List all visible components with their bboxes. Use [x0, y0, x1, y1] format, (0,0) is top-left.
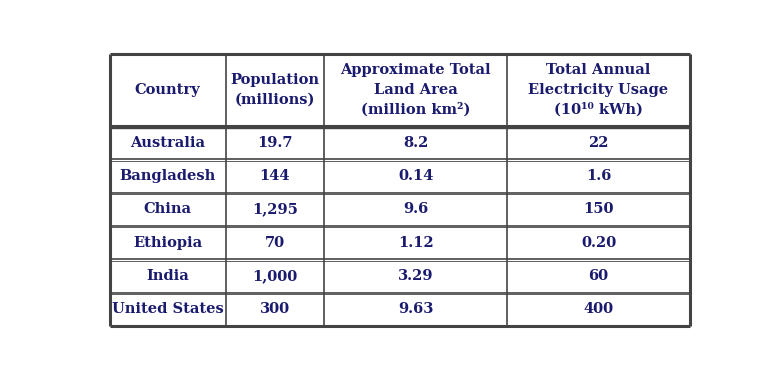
- Text: 8.2: 8.2: [403, 136, 428, 150]
- Text: 70: 70: [265, 236, 285, 250]
- Text: 144: 144: [260, 169, 290, 183]
- Text: 1,000: 1,000: [253, 269, 298, 283]
- Text: 1.12: 1.12: [398, 236, 434, 250]
- Text: 300: 300: [260, 302, 290, 316]
- Text: 9.6: 9.6: [403, 202, 428, 217]
- Text: 1.6: 1.6: [586, 169, 612, 183]
- Text: (10¹⁰ kWh): (10¹⁰ kWh): [554, 103, 643, 117]
- Text: 60: 60: [588, 269, 608, 283]
- Text: Total Annual: Total Annual: [546, 63, 651, 77]
- Text: Approximate Total: Approximate Total: [340, 63, 491, 77]
- Text: 400: 400: [583, 302, 614, 316]
- Text: 0.14: 0.14: [398, 169, 434, 183]
- Text: India: India: [146, 269, 189, 283]
- Text: Ethiopia: Ethiopia: [133, 236, 202, 250]
- Text: 0.20: 0.20: [581, 236, 616, 250]
- Text: Bangladesh: Bangladesh: [119, 169, 216, 183]
- Text: United States: United States: [112, 302, 224, 316]
- Text: Land Area: Land Area: [374, 83, 458, 97]
- Text: (million km²): (million km²): [361, 103, 470, 117]
- Text: (millions): (millions): [235, 93, 315, 107]
- Text: 150: 150: [583, 202, 614, 217]
- Text: Australia: Australia: [130, 136, 205, 150]
- Text: 19.7: 19.7: [257, 136, 292, 150]
- Text: 3.29: 3.29: [398, 269, 434, 283]
- Text: Country: Country: [135, 83, 200, 97]
- Text: Electricity Usage: Electricity Usage: [528, 83, 668, 97]
- Text: Population: Population: [230, 73, 320, 87]
- Text: China: China: [144, 202, 192, 217]
- Text: 1,295: 1,295: [252, 202, 298, 217]
- Text: 22: 22: [588, 136, 608, 150]
- Text: 9.63: 9.63: [398, 302, 434, 316]
